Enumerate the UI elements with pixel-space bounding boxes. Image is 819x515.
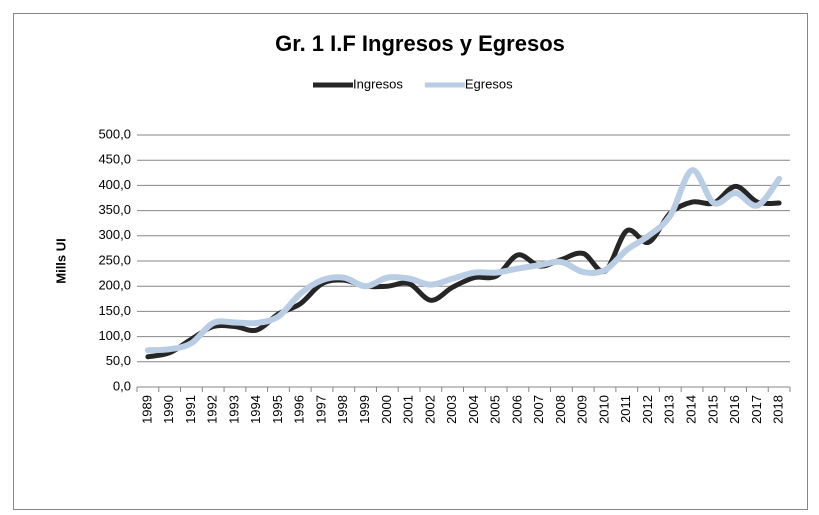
x-tick-label: 2017 (749, 395, 764, 424)
x-tick-label: 2016 (727, 395, 742, 424)
y-tick-label: 50,0 (106, 353, 131, 368)
x-tick-label: 1993 (226, 395, 241, 424)
x-tick-label: 2009 (575, 395, 590, 424)
y-tick-label: 0,0 (113, 378, 131, 393)
y-tick-label: 200,0 (98, 278, 131, 293)
x-tick-label: 1989 (139, 395, 154, 424)
y-tick-label: 250,0 (98, 252, 131, 267)
x-tick-label: 2002 (422, 395, 437, 424)
y-tick-label: 500,0 (98, 126, 131, 141)
x-tick-label: 2006 (509, 395, 524, 424)
x-tick-label: 2013 (662, 395, 677, 424)
x-tick-label: 2004 (466, 395, 481, 424)
x-tick-label: 1996 (292, 395, 307, 424)
x-tick-label: 2007 (531, 395, 546, 424)
chart-title: Gr. 1 I.F Ingresos y Egresos (275, 31, 565, 56)
y-tick-label: 100,0 (98, 328, 131, 343)
y-tick-label: 350,0 (98, 202, 131, 217)
x-tick-label: 2001 (401, 395, 416, 424)
x-tick-label: 1999 (357, 395, 372, 424)
x-tick-label: 2008 (553, 395, 568, 424)
x-tick-label: 1994 (248, 395, 263, 424)
x-tick-label: 2003 (444, 395, 459, 424)
legend-label: Ingresos (353, 76, 403, 91)
legend-label: Egresos (465, 76, 513, 91)
series-line (144, 167, 783, 354)
y-tick-label: 400,0 (98, 177, 131, 192)
x-tick-label: 2010 (596, 395, 611, 424)
x-tick-label: 1991 (183, 395, 198, 424)
x-tick-label: 2012 (640, 395, 655, 424)
x-tick-label: 1997 (313, 395, 328, 424)
x-tick-label: 2014 (683, 395, 698, 424)
x-tick-label: 2000 (379, 395, 394, 424)
x-tick-label: 2011 (618, 395, 633, 423)
x-tick-label: 1995 (270, 395, 285, 424)
x-tick-label: 2005 (488, 395, 503, 424)
y-axis-label: Mills UI (53, 238, 68, 284)
x-tick-label: 2018 (771, 395, 786, 424)
x-tick-label: 1998 (335, 395, 350, 424)
y-tick-label: 450,0 (98, 152, 131, 167)
x-tick-label: 1992 (205, 395, 220, 424)
x-tick-label: 1990 (161, 395, 176, 424)
y-tick-label: 300,0 (98, 227, 131, 242)
y-tick-label: 150,0 (98, 303, 131, 318)
x-tick-label: 2015 (705, 395, 720, 424)
